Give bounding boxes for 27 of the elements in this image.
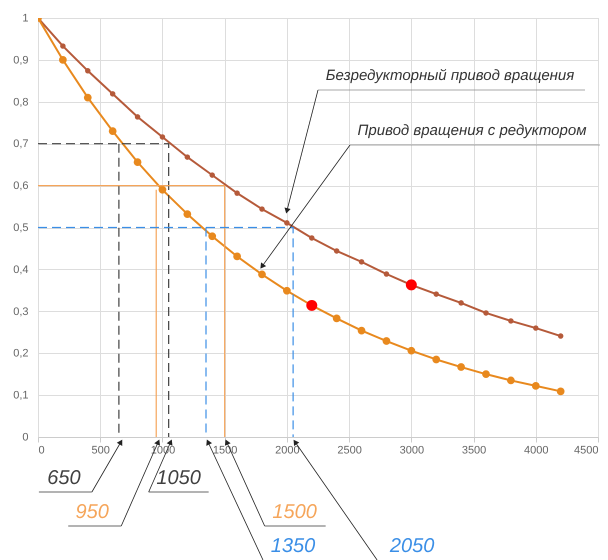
annotation: 1500 [272,501,317,523]
text: Привод вращения с редуктором [358,122,586,139]
x-tick-label: 4000 [524,444,549,456]
y-tick-label: 0,5 [13,222,28,234]
y-tick-label: 0,7 [13,138,28,150]
annotation: 950 [76,501,109,523]
text: Безредукторный привод вращения [326,67,574,84]
annotation: 2050 [388,535,434,557]
y-tick-label: 0 [22,432,28,444]
y-tick-label: 0,6 [13,180,28,192]
x-tick-label: 3000 [400,444,424,456]
y-tick-label: 0,9 [13,54,28,66]
y-tick-label: 0,8 [13,96,28,108]
x-tick-label: 2500 [337,444,362,456]
x-tick-label: 2000 [275,444,300,456]
x-tick-label: 3500 [462,444,486,456]
x-tick-label: 500 [92,444,110,456]
y-tick-label: 0,2 [13,348,28,360]
y-tick-label: 0,4 [13,264,28,276]
x-tick-label: 0 [38,444,45,456]
annotation: 650 [47,467,81,489]
y-tick-label: 0,3 [13,306,28,318]
annotation: 1050 [156,467,201,489]
y-tick-label: 0,1 [13,390,28,402]
annotation: 1350 [270,535,316,557]
y-tick-label: 1 [22,12,28,24]
x-tick-label: 4500 [574,444,598,456]
